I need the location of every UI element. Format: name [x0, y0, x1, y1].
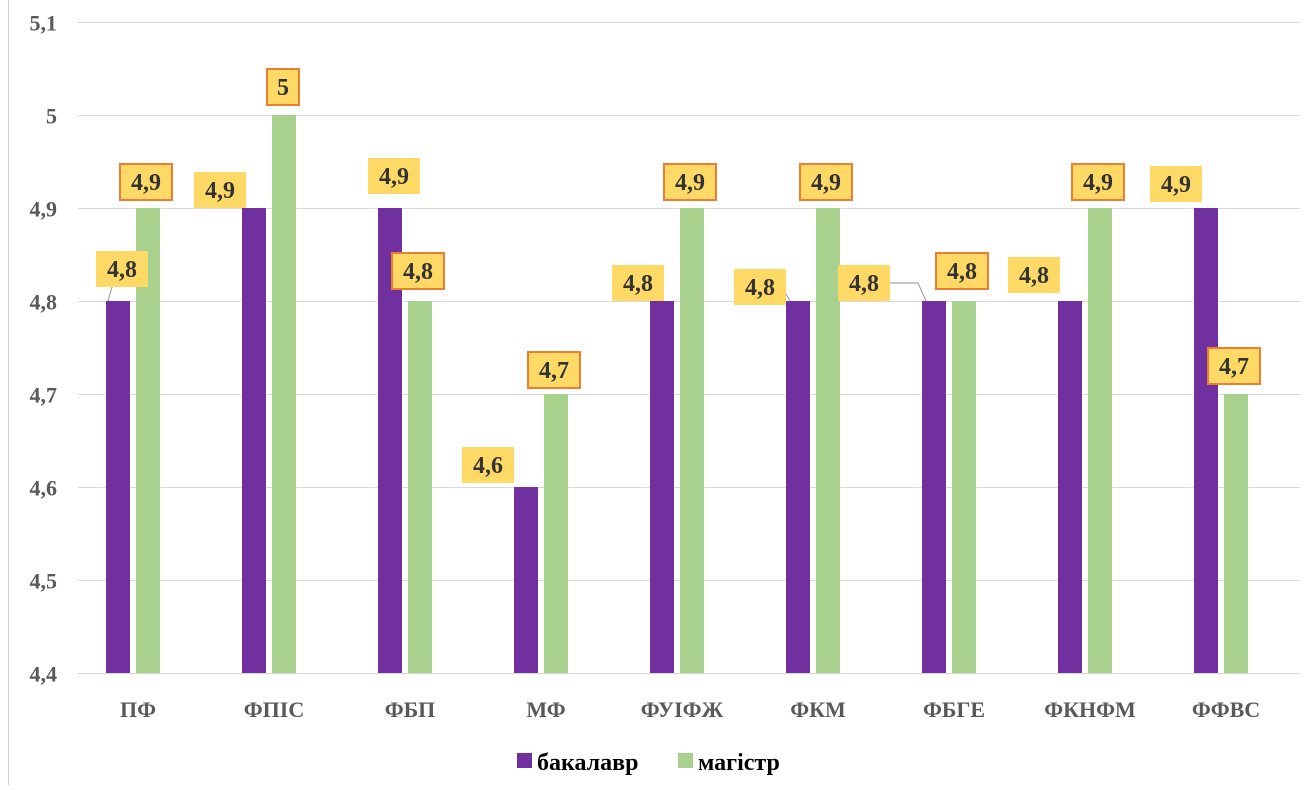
bar-magistr: [408, 301, 432, 673]
data-label-magistr-box: [663, 163, 717, 201]
data-label-bakalavr-box: [838, 265, 890, 301]
data-label-magistr-box: [1071, 163, 1125, 201]
bar-magistr: [816, 208, 840, 673]
data-label-magistr-box: [119, 163, 173, 201]
bar-bakalavr: [650, 301, 674, 673]
data-label-magistr: 4,9: [811, 170, 841, 196]
x-tick-label: ФКМ: [790, 697, 846, 722]
y-tick-label: 4,7: [30, 383, 58, 408]
x-tick-label: МФ: [526, 697, 565, 722]
data-label-bakalavr: 4,8: [849, 271, 879, 297]
bar-magistr: [680, 208, 704, 673]
legend-swatch-magistr: [678, 753, 693, 768]
data-label-magistr-box: [391, 252, 445, 290]
data-label-bakalavr-box: [96, 251, 148, 287]
x-tick-label: ФПІС: [244, 697, 304, 722]
x-axis-ticks: ПФ ФПІС ФБП МФ ФУІФЖ ФКМ ФБГЕ ФКНФМ ФФВС: [120, 697, 1260, 722]
y-tick-label: 4,4: [30, 662, 58, 687]
x-tick-label: ПФ: [120, 697, 156, 722]
bar-magistr: [1224, 394, 1248, 673]
data-label-bakalavr: 4,6: [473, 453, 503, 479]
data-label-magistr: 4,9: [1083, 170, 1113, 196]
legend-label-bakalavr: бакалавр: [537, 750, 638, 776]
y-tick-label: 4,9: [30, 197, 58, 222]
data-label-bakalavr: 4,9: [1161, 172, 1191, 198]
data-label-bakalavr: 4,9: [379, 164, 409, 190]
bar-bakalavr: [106, 301, 130, 673]
data-label-bakalavr-box: [194, 172, 246, 208]
legend[interactable]: бакалавр магістр: [517, 750, 780, 776]
bar-bakalavr: [1194, 208, 1218, 673]
y-axis-ticks: 4,4 4,5 4,6 4,7 4,8 4,9 5 5,1: [30, 11, 58, 687]
data-label-magistr: 4,8: [947, 259, 977, 285]
bar-bakalavr: [1058, 301, 1082, 673]
data-label-magistr: 4,9: [131, 170, 161, 196]
y-tick-label: 4,5: [30, 569, 58, 594]
data-label-magistr: 4,7: [1219, 354, 1249, 380]
data-label-bakalavr-box: [1150, 166, 1202, 202]
data-label-magistr-box: [527, 351, 581, 389]
x-tick-label: ФКНФМ: [1044, 697, 1136, 722]
data-label-bakalavr-box: [734, 269, 786, 305]
bar-magistr: [544, 394, 568, 673]
legend-label-magistr: магістр: [698, 750, 780, 776]
bar-magistr: [952, 301, 976, 673]
x-tick-label: ФБП: [385, 697, 436, 722]
data-label-bakalavr-box: [1008, 257, 1060, 293]
bar-bakalavr: [786, 301, 810, 673]
data-label-bakalavr: 4,8: [107, 257, 137, 283]
bar-magistr: [272, 115, 296, 673]
chart-border: [8, 0, 9, 785]
bar-magistr: [1088, 208, 1112, 673]
y-tick-label: 5,1: [30, 11, 58, 36]
data-label-magistr-box: [1207, 347, 1261, 385]
x-tick-label: ФУІФЖ: [641, 697, 724, 722]
y-tick-label: 4,6: [30, 476, 58, 501]
bar-bakalavr: [922, 301, 946, 673]
bar-bakalavr: [514, 487, 538, 673]
x-tick-label: ФФВС: [1192, 697, 1260, 722]
data-label-magistr: 4,7: [539, 358, 569, 384]
leader-line: [107, 286, 113, 302]
leader-line: [890, 282, 927, 302]
data-label-bakalavr: 4,8: [623, 271, 653, 297]
data-label-magistr: 4,8: [403, 259, 433, 285]
data-label-bakalavr: 4,8: [745, 275, 775, 301]
data-label-bakalavr: 4,9: [205, 178, 235, 204]
data-label-magistr-box: [266, 68, 300, 106]
data-label-bakalavr: 4,8: [1019, 263, 1049, 289]
x-tick-label: ФБГЕ: [923, 697, 985, 722]
data-label-bakalavr-box: [612, 265, 664, 301]
data-label-magistr-box: [799, 163, 853, 201]
y-tick-label: 4,8: [30, 290, 58, 315]
legend-swatch-bakalavr: [517, 753, 532, 768]
data-label-magistr: 4,9: [675, 170, 705, 196]
bar-bakalavr: [242, 208, 266, 673]
data-label-magistr-box: [935, 252, 989, 290]
data-label-magistr: 5: [277, 75, 289, 101]
data-labels: 4,8 4,9 4,9 5 4,9 4,8 4,6 4,7 4,8 4,9 4,8 4,9 4,8 4,8…: [96, 68, 1261, 483]
y-tick-label: 5: [46, 104, 57, 129]
data-label-bakalavr-box: [368, 158, 420, 194]
data-label-bakalavr-box: [462, 447, 514, 483]
